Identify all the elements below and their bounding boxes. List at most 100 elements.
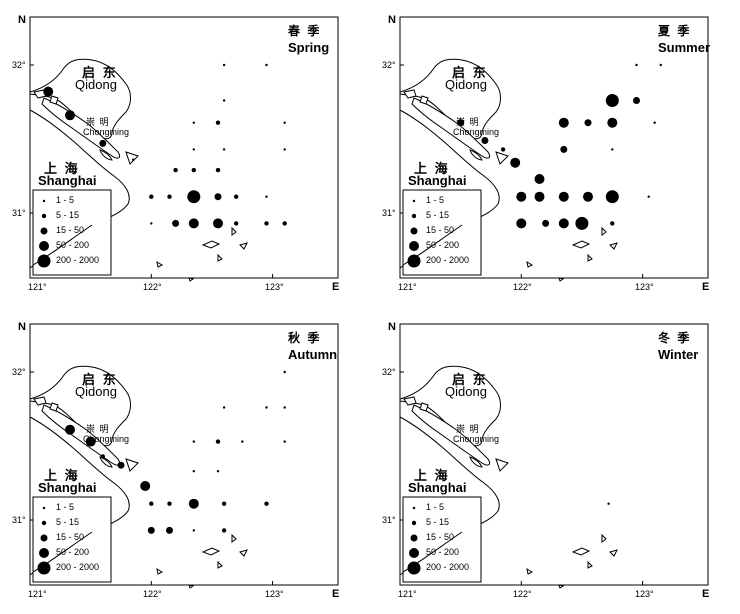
legend-label: 50 - 200 (426, 547, 460, 557)
legend-marker (409, 241, 419, 251)
legend-marker (37, 561, 51, 575)
qidong-coastline (29, 365, 131, 447)
lon-tick-122: 122° (513, 282, 532, 292)
north-axis-label: N (388, 14, 396, 26)
station-marker (510, 157, 521, 168)
station-marker (192, 470, 195, 473)
offshore-islet (201, 547, 221, 556)
station-marker (534, 174, 545, 184)
station-marker (221, 528, 227, 533)
station-marker (192, 148, 195, 151)
offshore-islet (231, 533, 237, 543)
station-marker (192, 121, 195, 124)
station-marker (215, 167, 221, 173)
legend-marker (39, 548, 49, 558)
east-axis-label: E (332, 281, 340, 293)
east-axis-label: E (702, 588, 710, 600)
legend-marker (411, 213, 417, 219)
islet (125, 151, 139, 165)
chongming-label-en: Chongming (453, 127, 500, 137)
legend-marker (40, 227, 48, 235)
lon-tick-123: 123° (635, 589, 654, 599)
lon-tick-123: 123° (635, 282, 654, 292)
station-marker (131, 158, 135, 161)
station-marker (265, 406, 268, 409)
shanghai-label-cn: 上 海 (414, 468, 450, 483)
qidong-label-en: Qidong (445, 77, 487, 92)
lat-tick-32: 32° (382, 60, 396, 70)
lat-tick-32: 32° (12, 367, 26, 377)
legend-marker (40, 534, 48, 542)
station-marker (192, 529, 195, 532)
offshore-islet (239, 242, 248, 250)
north-axis-label: N (388, 321, 396, 333)
station-marker (635, 63, 638, 67)
offshore-islet (156, 567, 164, 575)
islet (419, 95, 429, 105)
lat-tick-31: 31° (12, 515, 26, 525)
station-marker (215, 439, 221, 444)
station-marker (283, 121, 286, 124)
season-title-en: Winter (658, 347, 699, 362)
legend-label: 50 - 200 (426, 240, 460, 250)
east-axis-label: E (702, 281, 710, 293)
qidong-label-cn: 启 东 (452, 65, 488, 80)
station-marker (516, 191, 527, 202)
legend-label: 200 - 2000 (426, 255, 470, 265)
station-marker (558, 191, 569, 202)
station-marker (216, 470, 220, 473)
lat-tick-31: 31° (382, 515, 396, 525)
station-marker (481, 137, 489, 144)
station-marker (149, 501, 154, 506)
islet (49, 402, 59, 412)
chongming-label-en: Chongming (83, 127, 130, 137)
legend-marker (39, 241, 49, 251)
offshore-islet (239, 549, 248, 557)
station-marker (188, 218, 199, 229)
legend-marker (411, 520, 417, 526)
lon-tick-121: 121° (28, 589, 47, 599)
qidong-label-cn: 启 东 (82, 372, 118, 387)
station-marker (653, 121, 656, 124)
qidong-label-cn: 启 东 (82, 65, 118, 80)
lon-tick-122: 122° (513, 589, 532, 599)
offshore-islet (587, 560, 593, 569)
offshore-islet (188, 584, 195, 589)
offshore-islet (601, 226, 607, 236)
station-marker (265, 195, 268, 198)
offshore-islet (217, 253, 223, 262)
offshore-islet (201, 240, 221, 249)
shanghai-label-en: Shanghai (38, 173, 97, 188)
station-marker (234, 221, 239, 226)
offshore-islet (571, 240, 591, 249)
legend-label: 50 - 200 (56, 547, 90, 557)
legend-label: 1 - 5 (56, 502, 75, 512)
station-marker (264, 221, 269, 226)
legend-marker (41, 213, 47, 219)
offshore-islet (526, 567, 534, 575)
east-axis-label: E (332, 588, 340, 600)
legend-label: 1 - 5 (426, 195, 445, 205)
chongming-island (411, 97, 491, 159)
islet (49, 95, 59, 105)
lon-tick-123: 123° (265, 589, 284, 599)
station-marker (150, 222, 153, 225)
station-marker (282, 221, 287, 226)
map-panel-winter: 1 - 5 5 - 15 15 - 50 50 - 200 200 - 2000 N E 32… (370, 307, 740, 614)
station-marker (647, 195, 650, 198)
station-marker (172, 219, 180, 227)
station-marker (583, 191, 593, 202)
map-canvas (29, 16, 339, 282)
station-marker (659, 63, 662, 67)
station-marker (457, 119, 465, 127)
season-title-cn: 冬 季 (658, 331, 692, 345)
station-marker (215, 120, 221, 125)
lon-tick-121: 121° (398, 589, 417, 599)
station-marker (265, 63, 268, 67)
shanghai-label-en: Shanghai (38, 480, 97, 495)
station-marker (283, 148, 286, 151)
legend-label: 5 - 15 (426, 517, 450, 527)
legend-marker (37, 254, 51, 268)
station-marker (575, 216, 589, 230)
station-marker (100, 454, 106, 459)
